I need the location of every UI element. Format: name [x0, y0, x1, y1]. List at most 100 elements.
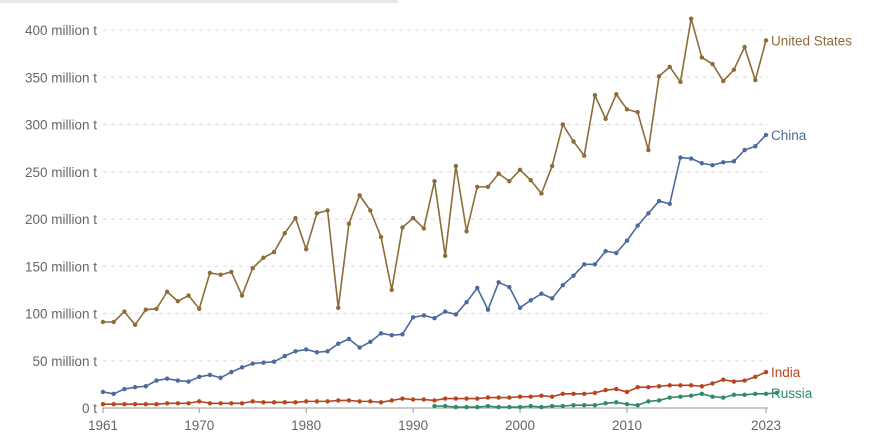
china-point-1969[interactable] — [186, 379, 191, 384]
russia-point-2018[interactable] — [710, 394, 715, 399]
united-states-point-2000[interactable] — [517, 167, 523, 173]
united-states-point-1984[interactable] — [346, 221, 352, 226]
india-point-1963[interactable] — [122, 402, 127, 407]
india-point-1985[interactable] — [357, 399, 362, 404]
india-point-1971[interactable] — [207, 401, 213, 406]
china-point-2014[interactable] — [667, 201, 672, 207]
china-point-1982[interactable] — [325, 349, 330, 354]
china-point-2017[interactable] — [699, 161, 705, 166]
india-point-2021[interactable] — [742, 378, 747, 383]
india-point-2006[interactable] — [582, 391, 587, 397]
china-point-1998[interactable] — [496, 280, 501, 285]
india-point-1988[interactable] — [389, 398, 394, 403]
united-states-point-1967[interactable] — [164, 289, 170, 294]
india-point-1997[interactable] — [485, 395, 491, 400]
china-point-2000[interactable] — [517, 305, 523, 311]
russia-point-2020[interactable] — [731, 392, 737, 397]
china-point-2007[interactable] — [592, 262, 598, 267]
india-point-1964[interactable] — [132, 402, 138, 407]
china-point-1984[interactable] — [346, 336, 352, 342]
india-point-1987[interactable] — [378, 400, 384, 405]
united-states-point-1978[interactable] — [282, 230, 287, 236]
united-states-point-1979[interactable] — [293, 215, 298, 221]
india-point-2000[interactable] — [517, 394, 523, 399]
china-point-1994[interactable] — [453, 312, 459, 317]
india-point-1976[interactable] — [261, 400, 266, 405]
china-point-1974[interactable] — [239, 365, 245, 370]
china-point-1995[interactable] — [464, 299, 469, 305]
india-point-1999[interactable] — [507, 395, 512, 400]
china-point-2022[interactable] — [753, 144, 758, 149]
united-states-point-1987[interactable] — [378, 234, 384, 240]
united-states-point-1985[interactable] — [357, 193, 362, 198]
russia-point-2016[interactable] — [688, 393, 694, 398]
india-point-1966[interactable] — [154, 402, 159, 407]
russia-point-2022[interactable] — [753, 391, 758, 397]
india-point-1972[interactable] — [218, 401, 223, 406]
china-point-2005[interactable] — [571, 273, 576, 278]
china-point-2009[interactable] — [614, 250, 619, 256]
india-point-2008[interactable] — [603, 387, 608, 393]
china-point-2015[interactable] — [678, 155, 683, 160]
united-states-point-1970[interactable] — [197, 306, 202, 311]
india-point-1979[interactable] — [293, 400, 298, 405]
china-point-2013[interactable] — [656, 198, 662, 204]
united-states-point-2002[interactable] — [539, 191, 544, 196]
india-point-1973[interactable] — [229, 401, 234, 406]
india-point-1961[interactable] — [100, 402, 106, 407]
china-point-1988[interactable] — [389, 333, 394, 338]
india-point-2009[interactable] — [614, 386, 619, 392]
russia-point-2010[interactable] — [624, 402, 630, 407]
india-point-2011[interactable] — [635, 385, 640, 390]
russia-point-2005[interactable] — [571, 402, 576, 408]
united-states-point-2018[interactable] — [710, 61, 715, 67]
china-point-1986[interactable] — [368, 339, 373, 345]
russia-point-2017[interactable] — [699, 391, 705, 397]
russia-point-2014[interactable] — [667, 395, 672, 400]
russia-point-2004[interactable] — [560, 403, 566, 409]
united-states-point-1964[interactable] — [132, 322, 138, 328]
united-states-point-2015[interactable] — [678, 79, 683, 85]
united-states-point-2006[interactable] — [582, 153, 587, 158]
india-point-2017[interactable] — [699, 384, 705, 389]
china-point-2001[interactable] — [528, 298, 533, 303]
india-point-1965[interactable] — [143, 402, 148, 407]
united-states-point-1986[interactable] — [368, 208, 373, 213]
united-states-point-2014[interactable] — [667, 64, 672, 70]
india-point-1983[interactable] — [336, 398, 341, 403]
india-point-1970[interactable] — [197, 399, 202, 404]
india-point-2015[interactable] — [678, 383, 683, 388]
russia-point-2019[interactable] — [721, 395, 726, 400]
india-point-1980[interactable] — [303, 399, 309, 404]
russia-point-1996[interactable] — [475, 404, 480, 410]
india-point-1992[interactable] — [432, 398, 437, 403]
russia-point-1997[interactable] — [485, 403, 491, 409]
india-point-2018[interactable] — [710, 381, 715, 386]
india-point-2016[interactable] — [688, 383, 694, 388]
russia-point-2009[interactable] — [614, 400, 619, 405]
china-point-2016[interactable] — [688, 156, 694, 161]
china-point-1993[interactable] — [442, 309, 448, 314]
india-point-2013[interactable] — [656, 384, 662, 389]
china-point-1979[interactable] — [293, 349, 298, 354]
united-states-point-2012[interactable] — [646, 147, 651, 153]
china-point-1963[interactable] — [122, 386, 127, 392]
china-point-2021[interactable] — [742, 147, 747, 153]
russia-point-2002[interactable] — [539, 404, 544, 410]
russia-point-1995[interactable] — [464, 404, 469, 410]
india-point-2005[interactable] — [571, 391, 576, 397]
china-point-1966[interactable] — [154, 378, 159, 383]
china-point-2010[interactable] — [624, 238, 630, 243]
united-states-point-1972[interactable] — [218, 272, 223, 277]
india-point-2010[interactable] — [624, 389, 630, 395]
india-point-1989[interactable] — [400, 396, 405, 401]
united-states-point-1965[interactable] — [143, 307, 148, 312]
china-point-1996[interactable] — [475, 285, 480, 291]
india-point-2023[interactable] — [763, 369, 769, 375]
china-point-1964[interactable] — [132, 385, 138, 390]
india-point-2022[interactable] — [753, 374, 758, 380]
india-point-2002[interactable] — [539, 393, 544, 398]
india-point-2003[interactable] — [549, 394, 555, 399]
china-point-1991[interactable] — [421, 313, 427, 318]
india-point-1984[interactable] — [346, 398, 352, 403]
